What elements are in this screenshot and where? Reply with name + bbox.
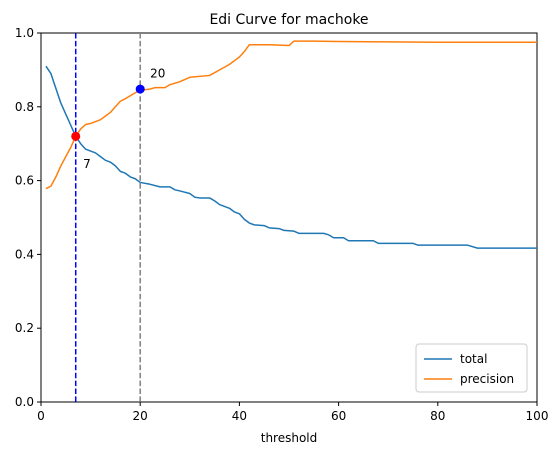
legend-box <box>415 343 528 393</box>
marker-point-x-7 <box>71 131 81 141</box>
series-line-precision <box>45 40 537 190</box>
legend: total precision <box>415 343 528 393</box>
y-tick-label: 0.8 <box>15 100 34 114</box>
threshold-lines <box>74 33 141 402</box>
y-axis-ticks: 0.0 0.2 0.4 0.6 0.8 1.0 <box>15 26 41 409</box>
x-tick-label: 20 <box>133 409 148 423</box>
plot-frame <box>40 32 538 403</box>
y-tick-label: 0.2 <box>15 321 34 335</box>
y-tick-label: 0.4 <box>15 247 34 261</box>
chart-title: Edi Curve for machoke <box>209 12 368 28</box>
annotation-label: 7 <box>83 157 91 171</box>
x-axis-title: threshold <box>261 431 318 445</box>
y-tick-label: 1.0 <box>15 26 34 40</box>
marker-layer <box>71 84 145 141</box>
annotation-label: 20 <box>150 67 165 81</box>
x-tick-label: 0 <box>37 409 45 423</box>
y-tick-label: 0.6 <box>15 174 34 188</box>
x-tick-label: 40 <box>232 409 247 423</box>
series-layer <box>45 40 537 249</box>
legend-label-precision: precision <box>460 372 514 386</box>
legend-label-total: total <box>460 352 487 366</box>
annotations: 7 20 <box>83 67 165 171</box>
series-line-total <box>45 65 537 249</box>
y-tick-label: 0.0 <box>15 395 34 409</box>
x-tick-label: 100 <box>526 409 549 423</box>
x-tick-label: 80 <box>430 409 445 423</box>
x-tick-label: 60 <box>331 409 346 423</box>
marker-point-x-20 <box>135 84 145 94</box>
x-axis-ticks: 0 20 40 60 80 100 <box>37 402 548 423</box>
